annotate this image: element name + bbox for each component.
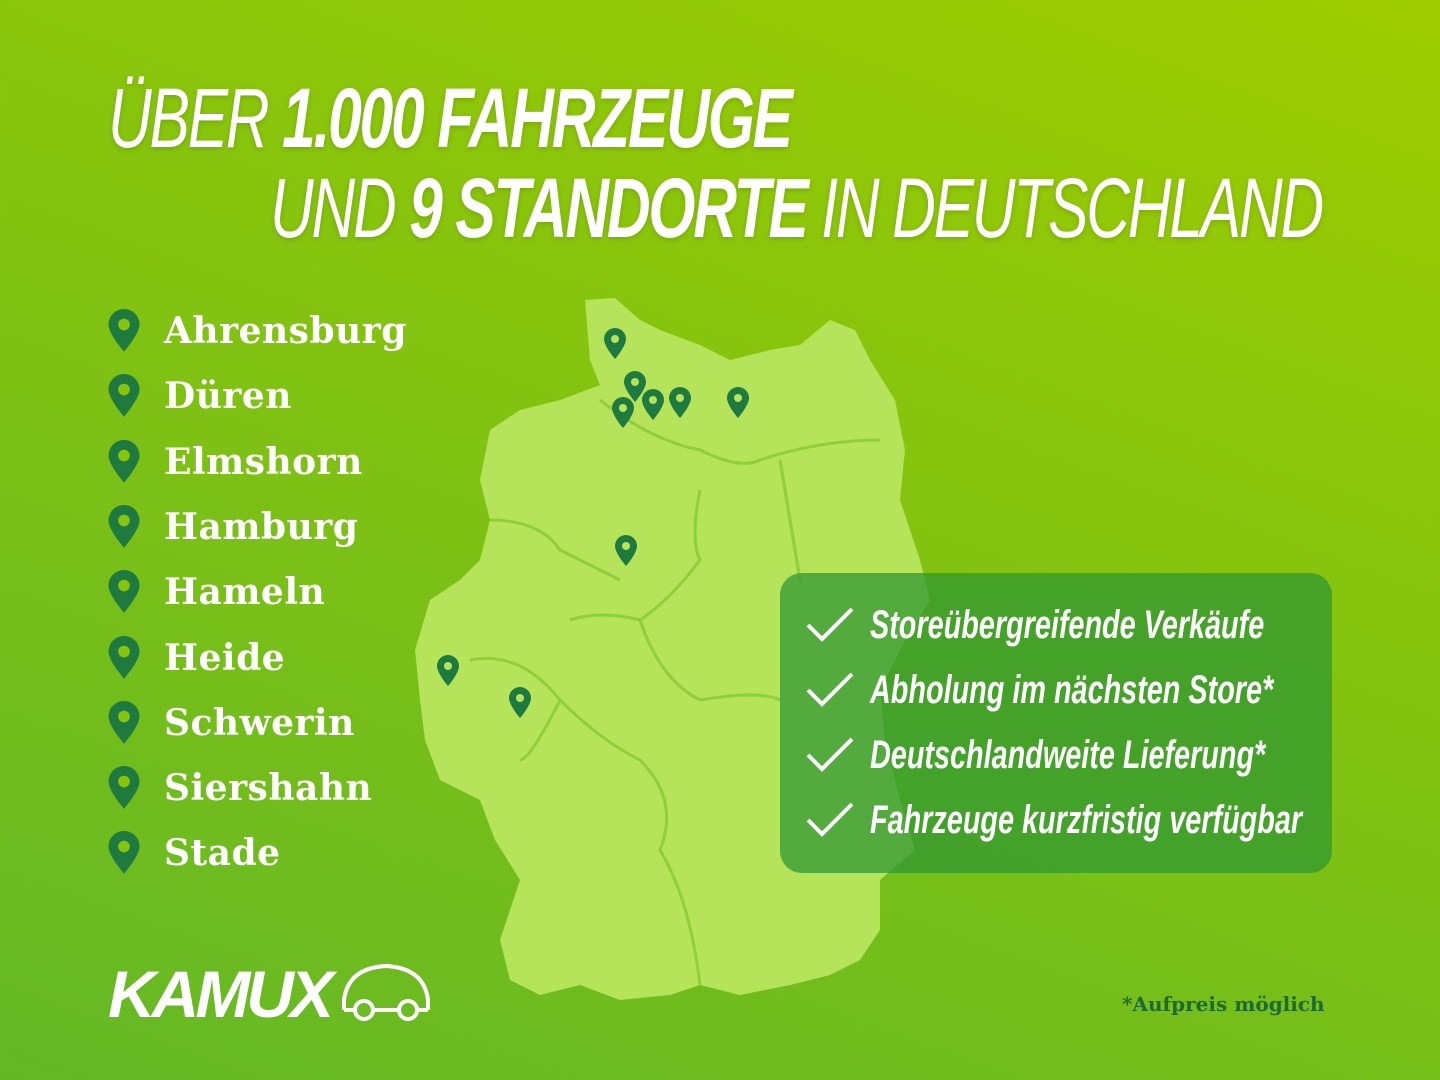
location-pin-icon [108,309,140,352]
location-pin-icon [108,766,140,809]
location-item: Düren [106,371,292,421]
feature-item: Deutschlandweite Lieferung* [806,730,1419,780]
location-name: Ahrensburg [164,310,407,352]
feature-item: Abholung im nächsten Store* [806,665,1430,715]
location-item: Stade [106,828,281,878]
location-name: Siershahn [164,767,373,810]
map-pin [669,387,691,418]
features-box [780,573,1332,873]
map-pin [437,655,459,686]
headline-deutschland: IN DEUTSCHLAND [821,161,1324,255]
map-pin [727,387,749,418]
location-item: Hamburg [106,502,358,552]
location-item: Hameln [106,567,325,617]
map-pin [615,535,637,566]
headline-und: UND [270,161,397,255]
feature-text: Deutschlandweite Lieferung* [870,732,1266,777]
check-icon [806,672,854,707]
location-item: Siershahn [106,763,372,813]
feature-text: Storeübergreifende Verkäufe [870,602,1265,647]
location-pin-icon [108,831,140,875]
check-icon [806,737,854,772]
location-name: Hamburg [164,505,359,548]
check-icon [806,802,854,837]
map-pins [437,328,749,718]
location-pin-icon [108,374,140,418]
location-pin-icon [108,700,140,744]
location-pin-icon [108,570,140,613]
location-pin-icon [108,504,140,548]
map-pin [604,328,626,359]
location-item: Ahrensburg [106,306,407,356]
map-pin [642,389,664,420]
feature-item: Fahrzeuge kurzfristig verfügbar [806,795,1440,845]
map-pin [509,687,531,718]
feature-text: Fahrzeuge kurzfristig verfügbar [870,797,1303,842]
location-item: Schwerin [106,698,355,748]
footnote: *Aufpreis möglich [1122,992,1325,1016]
feature-text: Abholung im nächsten Store* [870,667,1274,712]
location-pin-icon [108,635,140,679]
check-icon [806,607,854,642]
location-name: Düren [164,375,292,418]
headline-line-1: ÜBER 1.000 FAHRZEUGE [108,70,793,167]
location-name: Hameln [164,571,326,614]
car-logo-icon [342,963,430,1021]
headline-fahrzeuge: 1.000 FAHRZEUGE [282,71,793,165]
logo-text: KAMUX [108,957,334,1031]
location-item: Elmshorn [106,437,363,487]
map-pin [612,397,634,428]
location-name: Stade [164,832,281,875]
headline-standorte: 9 STANDORTE [409,161,809,255]
location-name: Heide [164,636,286,679]
headline-ueber: ÜBER [108,71,270,165]
location-item: Heide [106,633,285,683]
map-pin [624,371,646,402]
location-pin-icon [108,439,140,483]
location-name: Elmshorn [164,440,363,483]
feature-item: Storeübergreifende Verkäufe [806,600,1418,650]
location-name: Schwerin [164,701,355,744]
headline-line-2: UND 9 STANDORTE IN DEUTSCHLAND [270,160,1324,257]
